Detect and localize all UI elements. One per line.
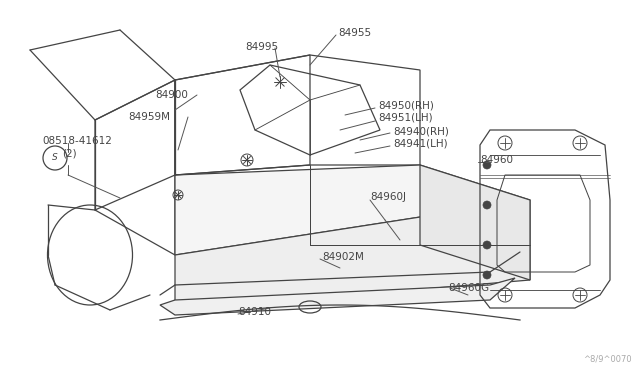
Polygon shape	[420, 165, 530, 280]
Text: 84960J: 84960J	[370, 192, 406, 202]
Text: 84940(RH): 84940(RH)	[393, 126, 449, 136]
Circle shape	[483, 201, 491, 209]
Text: 84955: 84955	[338, 28, 371, 38]
Text: ^8/9^0070: ^8/9^0070	[584, 355, 632, 364]
Circle shape	[483, 271, 491, 279]
Text: 84941(LH): 84941(LH)	[393, 139, 447, 149]
Text: 84910: 84910	[238, 307, 271, 317]
Text: 84951(LH): 84951(LH)	[378, 113, 433, 123]
Text: 08518-41612: 08518-41612	[42, 136, 112, 146]
Text: (2): (2)	[62, 148, 77, 158]
Text: 84995: 84995	[245, 42, 278, 52]
Circle shape	[483, 241, 491, 249]
Polygon shape	[160, 278, 515, 315]
Circle shape	[483, 161, 491, 169]
Polygon shape	[175, 165, 530, 255]
Text: 84959M: 84959M	[128, 112, 170, 122]
Text: 84960: 84960	[480, 155, 513, 165]
Text: 84900: 84900	[155, 90, 188, 100]
Text: S: S	[52, 154, 58, 163]
Polygon shape	[175, 200, 530, 310]
Text: 84902M: 84902M	[322, 252, 364, 262]
Text: 84960G: 84960G	[448, 283, 489, 293]
Text: 84950(RH): 84950(RH)	[378, 100, 434, 110]
